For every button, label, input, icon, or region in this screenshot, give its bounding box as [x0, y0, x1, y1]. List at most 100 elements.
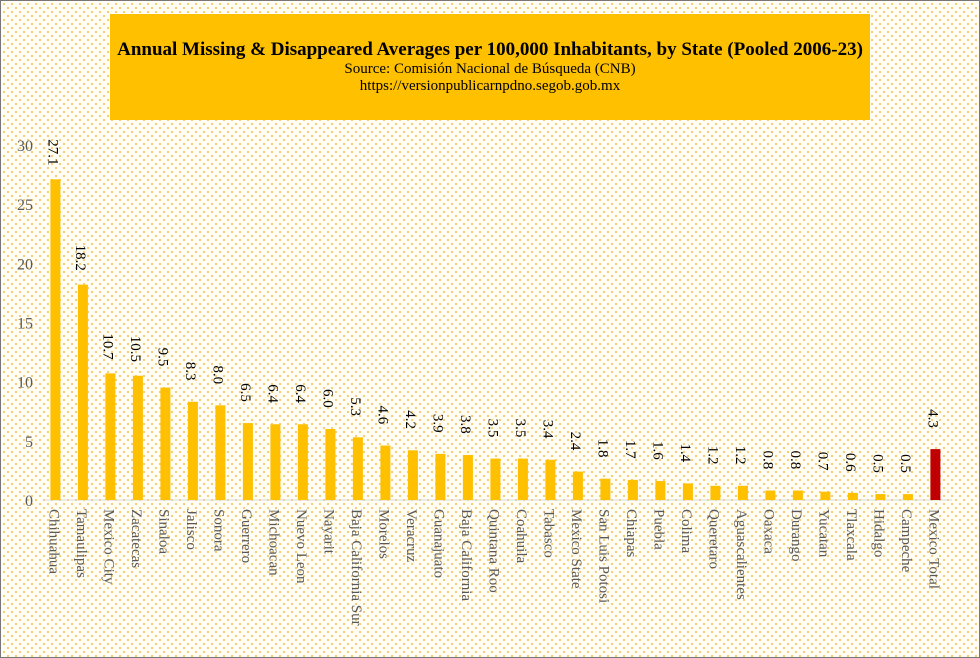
data-label: 4.6: [374, 406, 390, 425]
bar: [930, 449, 941, 500]
x-tick-label: Quintana Roo: [485, 509, 501, 593]
bar: [105, 373, 116, 500]
bar: [160, 387, 171, 500]
x-tick-label: Mexico City: [100, 509, 116, 585]
title-box: Annual Missing & Disappeared Averages pe…: [110, 14, 870, 120]
x-tick-label: Zacatecas: [128, 509, 144, 568]
data-label: 27.1: [44, 139, 60, 165]
bar: [242, 423, 253, 500]
bar: [545, 459, 556, 500]
x-tick-label: Guerrero: [238, 509, 254, 563]
data-label: 8.0: [209, 365, 225, 384]
x-tick-label: Michoacan: [265, 509, 281, 576]
x-tick-label: Yucatan: [815, 509, 831, 558]
data-label: 3.5: [484, 419, 500, 438]
data-label: 0.7: [814, 452, 830, 471]
bar: [187, 401, 198, 500]
data-label: 9.5: [154, 348, 170, 367]
x-tick-label: Sonora: [210, 509, 226, 552]
data-label: 3.5: [512, 419, 528, 438]
x-tick-label: Coahuila: [513, 509, 529, 563]
data-label: 8.3: [182, 362, 198, 381]
bar: [517, 458, 528, 500]
bar: [77, 284, 88, 500]
bar: [352, 437, 363, 500]
bar: [325, 429, 336, 500]
x-tick-label: Mexico State: [568, 509, 584, 589]
bar: [572, 471, 583, 500]
chart-source-url: https://versionpublicarnpdno.segob.gob.m…: [359, 78, 621, 94]
data-label: 6.4: [264, 384, 280, 403]
data-label: 6.0: [319, 389, 335, 408]
x-tick-label: Campeche: [898, 509, 914, 573]
data-label: 1.8: [594, 439, 610, 458]
bar: [765, 490, 776, 500]
data-label: 1.4: [677, 443, 693, 462]
x-tick-label: Baja California Sur: [348, 509, 364, 626]
x-tick-label: San Luis Potosi: [595, 509, 611, 603]
data-label: 3.9: [429, 414, 445, 433]
x-tick-label: Hidalgo: [870, 509, 886, 557]
data-label: 1.2: [732, 446, 748, 465]
data-label: 0.5: [897, 454, 913, 473]
data-label: 4.2: [402, 410, 418, 429]
data-label: 0.8: [759, 451, 775, 470]
x-tick-label: Puebla: [650, 509, 666, 550]
bar: [297, 424, 308, 500]
y-tick-label: 30: [17, 138, 33, 155]
bar: [215, 405, 226, 500]
data-label: 10.7: [99, 333, 115, 360]
data-label: 1.7: [622, 440, 638, 459]
bar: [600, 478, 611, 500]
bar: [710, 485, 721, 500]
x-tick-label: Chihuahua: [45, 509, 61, 574]
bar: [490, 458, 501, 500]
data-label: 0.8: [787, 451, 803, 470]
x-tick-label: Veracruz: [403, 509, 419, 563]
data-label: 18.2: [72, 245, 88, 271]
x-tick-label: Nayarit: [320, 509, 336, 555]
data-label: 2.4: [567, 432, 583, 451]
bar: [270, 424, 281, 500]
x-tick-label: Guanajuato: [430, 509, 446, 578]
bar: [627, 479, 638, 500]
data-label: 6.4: [292, 384, 308, 403]
x-tick-label: Baja California: [458, 509, 474, 601]
bar: [462, 455, 473, 500]
x-tick-label: Tamaulipas: [73, 509, 89, 578]
data-label: 1.6: [649, 441, 665, 460]
data-label: 6.5: [237, 383, 253, 402]
bar: [132, 375, 143, 500]
x-tick-label: Chiapas: [623, 509, 639, 557]
chart-source: Source: Comisión Nacional de Búsqueda (C…: [344, 61, 636, 77]
x-tick-label: Mexico Total: [925, 509, 941, 589]
bar: [435, 453, 446, 500]
x-tick-label: Colima: [678, 509, 694, 554]
y-tick-label: 15: [17, 316, 33, 333]
bar: [902, 494, 913, 500]
bar: [682, 483, 693, 500]
bar: [380, 445, 391, 500]
y-tick-label: 5: [25, 434, 33, 451]
x-tick-label: Queretaro: [705, 509, 721, 569]
x-tick-label: Durango: [788, 509, 804, 562]
data-label: 1.2: [704, 446, 720, 465]
bar: [875, 494, 886, 500]
bar: [820, 491, 831, 500]
bar: [792, 490, 803, 500]
bar: [847, 492, 858, 500]
y-tick-label: 10: [17, 375, 33, 392]
y-tick-label: 0: [25, 493, 33, 510]
y-tick-label: 25: [17, 197, 33, 214]
bar: [655, 481, 666, 500]
bar: [737, 485, 748, 500]
bar: [50, 179, 61, 501]
data-label: 0.6: [842, 453, 858, 472]
data-label: 0.5: [869, 454, 885, 473]
chart-title: Annual Missing & Disappeared Averages pe…: [117, 39, 863, 60]
y-tick-label: 20: [17, 256, 33, 273]
x-tick-label: Nuevo Leon: [293, 509, 309, 584]
data-label: 10.5: [127, 336, 143, 362]
x-tick-label: Tabasco: [540, 509, 556, 558]
